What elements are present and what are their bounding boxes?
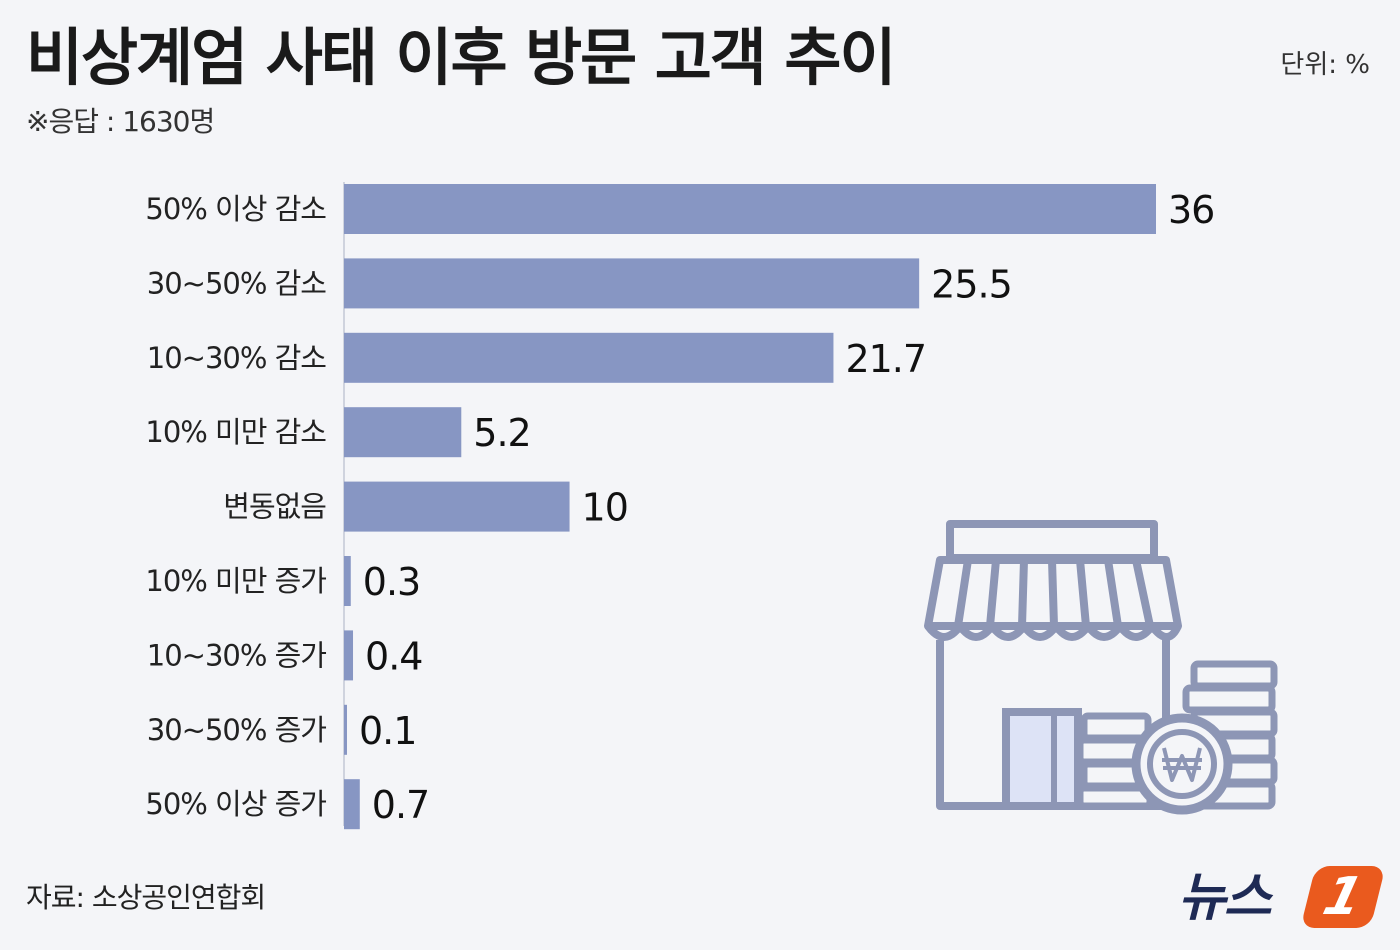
logo-text: 뉴스 bbox=[1178, 868, 1272, 928]
store-with-won-coins-icon bbox=[924, 520, 1278, 815]
source-note: 자료: 소상공인연합회 bbox=[26, 881, 266, 914]
bar bbox=[344, 481, 570, 532]
category-label: 30~50% 증가 bbox=[147, 713, 327, 747]
category-label: 50% 이상 증가 bbox=[145, 787, 326, 821]
category-label: 50% 이상 감소 bbox=[145, 192, 326, 226]
bar bbox=[344, 332, 834, 383]
value-label: 5.2 bbox=[473, 411, 530, 455]
logo-badge-text: 1 bbox=[1317, 867, 1369, 927]
unit-label: 단위: % bbox=[1280, 50, 1370, 80]
respondent-note: ※응답 : 1630명 bbox=[26, 105, 215, 138]
value-label: 0.1 bbox=[359, 709, 416, 753]
value-label: 0.3 bbox=[363, 560, 420, 604]
bar bbox=[344, 704, 347, 755]
bar bbox=[344, 184, 1156, 234]
news1-logo: 뉴스 1 bbox=[1178, 862, 1386, 934]
category-label: 10~30% 감소 bbox=[147, 341, 327, 375]
chart-title: 비상계엄 사태 이후 방문 고객 추이 bbox=[26, 21, 896, 94]
bar bbox=[344, 407, 462, 458]
value-label: 21.7 bbox=[845, 337, 926, 381]
value-label: 0.4 bbox=[365, 634, 422, 678]
category-label: 10% 미만 감소 bbox=[145, 415, 326, 449]
bar bbox=[344, 630, 354, 681]
value-label: 36 bbox=[1168, 188, 1214, 232]
category-label: 10~30% 증가 bbox=[147, 638, 327, 672]
value-label: 10 bbox=[582, 486, 628, 530]
bars-group: 50% 이상 감소 36 30~50% 감소 25.5 10~30% 감소 21.7 10%… bbox=[145, 184, 1215, 830]
category-label: 변동없음 bbox=[223, 490, 326, 524]
value-label: 0.7 bbox=[372, 783, 429, 827]
logo-badge: 1 bbox=[1300, 866, 1386, 928]
value-label: 25.5 bbox=[931, 262, 1012, 306]
category-label: 30~50% 감소 bbox=[147, 266, 327, 300]
bar bbox=[344, 556, 351, 606]
bar bbox=[344, 258, 920, 309]
category-label: 10% 미만 증가 bbox=[145, 564, 326, 598]
bar bbox=[344, 779, 360, 830]
